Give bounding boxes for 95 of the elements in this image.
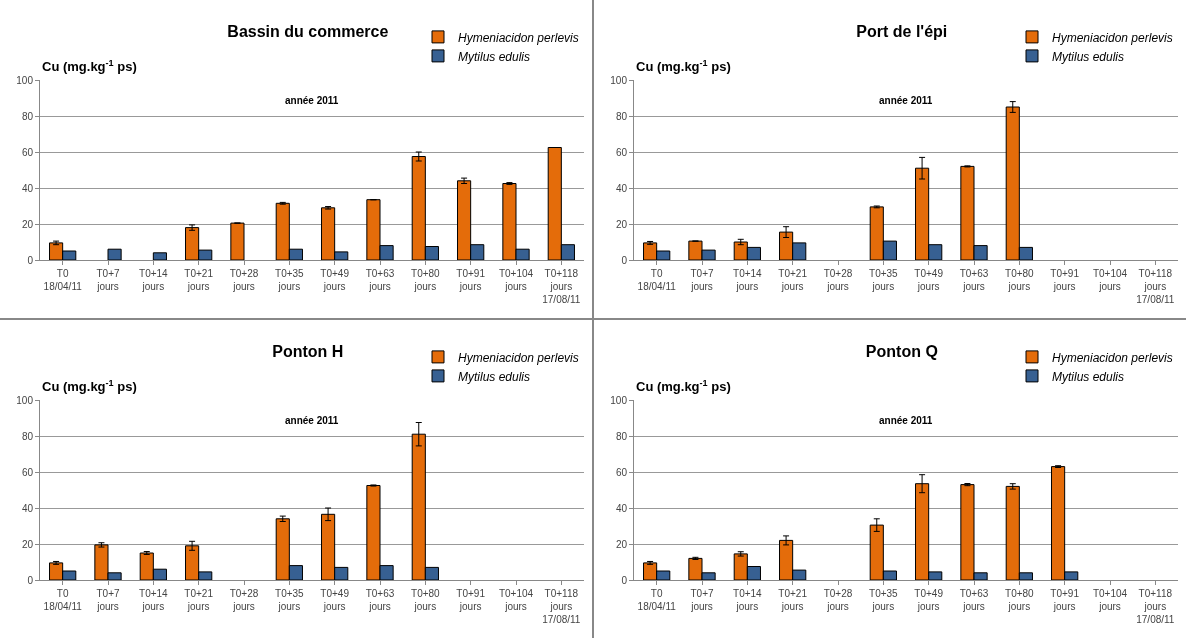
- x-tick-label: T0+104 jours: [1092, 588, 1128, 612]
- legend-label: Hymeniacidon perlevis: [458, 350, 579, 365]
- x-tick-label: T0+80 jours: [1005, 268, 1035, 292]
- x-tick-label: T0+91 jours: [1050, 268, 1080, 292]
- x-tick-label: T0+21 jours: [184, 268, 214, 292]
- annotation: année 2011: [285, 95, 339, 106]
- x-tick-label: T0+35 jours: [869, 588, 899, 612]
- y-tick-label: 80: [21, 110, 34, 122]
- x-tick-label: T0+35 jours: [275, 588, 305, 612]
- x-tick-label: T0+28 jours: [823, 268, 853, 292]
- y-tick-label: 20: [615, 538, 628, 550]
- x-tick-label: T0+35 jours: [869, 268, 899, 292]
- legend-label: Mytilus edulis: [1052, 369, 1125, 384]
- chart-title: Ponton H: [272, 343, 344, 361]
- y-tick-label: 100: [610, 74, 628, 86]
- x-tick-label: T0+63 jours: [959, 268, 989, 292]
- x-tick-label: T0+104 jours: [498, 268, 534, 292]
- y-tick-label: 0: [27, 254, 34, 266]
- x-tick-label: T0+49 jours: [914, 588, 944, 612]
- y-tick-label: 0: [621, 574, 628, 586]
- x-tick-label: T0+7 jours: [96, 268, 120, 292]
- x-tick-label: T0 18/04/11: [637, 268, 677, 292]
- y-tick-label: 60: [615, 146, 628, 158]
- x-tick-label: T0+14 jours: [139, 268, 169, 292]
- chart-title: Bassin du commerce: [227, 23, 389, 41]
- legend-label: Hymeniacidon perlevis: [1052, 350, 1173, 365]
- y-tick-label: 100: [16, 394, 34, 406]
- y-axis-title: Cu (mg.kg$^{-1}$ ps): [636, 378, 731, 395]
- annotation: année 2011: [879, 415, 933, 426]
- x-tick-label: T0+21 jours: [184, 588, 214, 612]
- x-tick-label: T0+118 jours 17/08/11: [542, 588, 581, 625]
- x-tick-label: T0+80 jours: [1005, 588, 1035, 612]
- x-tick-label: T0+35 jours: [275, 268, 305, 292]
- x-tick-label: T0+118 jours 17/08/11: [542, 268, 581, 305]
- x-tick-label: T0+91 jours: [456, 268, 486, 292]
- y-tick-label: 40: [21, 502, 34, 514]
- x-tick-label: T0+28 jours: [229, 268, 259, 292]
- x-tick-label: T0 18/04/11: [43, 268, 83, 292]
- x-tick-label: T0+91 jours: [456, 588, 486, 612]
- x-tick-label: T0+14 jours: [733, 588, 763, 612]
- x-tick-label: T0 18/04/11: [43, 588, 83, 612]
- y-axis-title: Cu (mg.kg$^{-1}$ ps): [42, 58, 137, 75]
- legend-label: Mytilus edulis: [1052, 49, 1125, 64]
- y-tick-label: 60: [21, 466, 34, 478]
- bar: [230, 222, 245, 260]
- x-tick-label: T0+21 jours: [778, 268, 808, 292]
- x-tick-label: T0+104 jours: [498, 588, 534, 612]
- legend-label: Hymeniacidon perlevis: [458, 30, 579, 45]
- x-tick-label: T0+7 jours: [690, 268, 714, 292]
- y-tick-label: 20: [21, 538, 34, 550]
- x-tick-label: T0+118 jours 17/08/11: [1136, 268, 1175, 305]
- y-tick-label: 80: [21, 430, 34, 442]
- y-tick-label: 0: [27, 574, 34, 586]
- y-tick-label: 0: [621, 254, 628, 266]
- y-tick-label: 20: [21, 218, 34, 230]
- x-tick-label: T0+49 jours: [320, 588, 350, 612]
- y-tick-label: 100: [610, 394, 628, 406]
- y-tick-label: 20: [615, 218, 628, 230]
- y-tick-label: 40: [615, 502, 628, 514]
- legend-label: Hymeniacidon perlevis: [1052, 30, 1173, 45]
- y-axis-title: Cu (mg.kg$^{-1}$ ps): [42, 378, 137, 395]
- y-tick-label: 60: [21, 146, 34, 158]
- y-axis-title: Cu (mg.kg$^{-1}$ ps): [636, 58, 731, 75]
- x-tick-label: T0+63 jours: [959, 588, 989, 612]
- x-tick-label: T0+118 jours 17/08/11: [1136, 588, 1175, 625]
- bar: [107, 248, 122, 260]
- y-tick-label: 40: [615, 182, 628, 194]
- x-tick-label: T0 18/04/11: [637, 588, 677, 612]
- x-tick-label: T0+80 jours: [411, 588, 441, 612]
- x-tick-label: T0+49 jours: [914, 268, 944, 292]
- x-tick-label: T0+91 jours: [1050, 588, 1080, 612]
- x-tick-label: T0+21 jours: [778, 588, 808, 612]
- chart-title: Ponton Q: [865, 343, 938, 361]
- y-tick-label: 60: [615, 466, 628, 478]
- x-tick-label: T0+7 jours: [96, 588, 120, 612]
- x-tick-label: T0+7 jours: [690, 588, 714, 612]
- annotation: année 2011: [285, 415, 339, 426]
- y-tick-label: 40: [21, 182, 34, 194]
- y-tick-label: 80: [615, 430, 628, 442]
- x-tick-label: T0+28 jours: [229, 588, 259, 612]
- x-tick-label: T0+14 jours: [733, 268, 763, 292]
- x-tick-label: T0+80 jours: [411, 268, 441, 292]
- legend-label: Mytilus edulis: [458, 49, 531, 64]
- chart-title: Port de l'épi: [856, 23, 948, 41]
- x-tick-label: T0+49 jours: [320, 268, 350, 292]
- annotation: année 2011: [879, 95, 933, 106]
- bar: [152, 252, 167, 260]
- y-tick-label: 80: [615, 110, 628, 122]
- legend-label: Mytilus edulis: [458, 369, 531, 384]
- x-tick-label: T0+63 jours: [365, 268, 395, 292]
- x-tick-label: T0+28 jours: [823, 588, 853, 612]
- x-tick-label: T0+63 jours: [365, 588, 395, 612]
- y-tick-label: 100: [16, 74, 34, 86]
- x-tick-label: T0+14 jours: [139, 588, 169, 612]
- x-tick-label: T0+104 jours: [1092, 268, 1128, 292]
